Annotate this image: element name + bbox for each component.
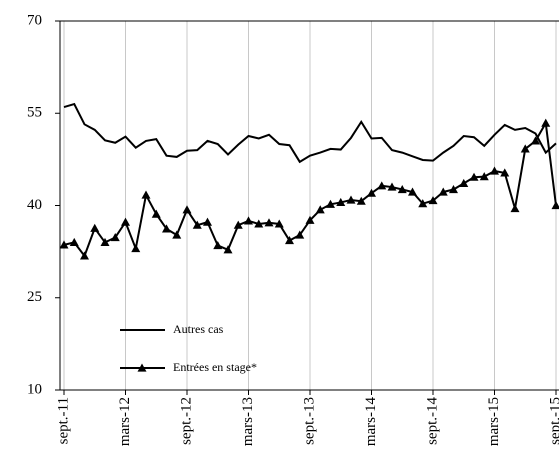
marker (172, 230, 182, 239)
marker (438, 187, 448, 196)
x-tick-label: mars-13 (240, 397, 256, 446)
marker (336, 197, 346, 207)
marker (541, 118, 551, 127)
marker (69, 237, 79, 246)
marker (479, 172, 489, 181)
legend-label: Entrées en stage* (173, 360, 257, 374)
legend-marker (137, 363, 147, 372)
marker (531, 136, 540, 145)
marker (397, 185, 407, 194)
marker (356, 196, 366, 205)
marker (346, 195, 356, 204)
x-tick-label: sept.-14 (424, 397, 440, 445)
marker (131, 244, 141, 253)
marker (182, 205, 192, 214)
x-tick-label: sept.-13 (301, 397, 317, 445)
marker (408, 187, 417, 196)
marker (80, 251, 89, 260)
marker (428, 196, 438, 205)
marker (377, 181, 387, 190)
marker (326, 199, 335, 208)
marker (121, 217, 130, 226)
x-tick-label: mars-12 (117, 397, 133, 446)
marker (203, 217, 212, 226)
marker (213, 240, 223, 250)
x-tick-label: mars-14 (363, 397, 379, 447)
marker (305, 215, 315, 224)
marker (459, 178, 469, 187)
marker (100, 237, 110, 246)
marker (141, 190, 151, 199)
y-tick-label: 70 (27, 12, 42, 28)
series-line (63, 102, 557, 164)
marker (418, 199, 428, 208)
marker (192, 220, 202, 229)
marker (59, 240, 69, 249)
marker (285, 236, 294, 245)
marker (315, 205, 325, 214)
y-tick-label: 10 (27, 381, 42, 397)
marker (223, 245, 233, 254)
x-tick-label: sept.-15 (547, 397, 559, 445)
y-tick-label: 40 (27, 197, 42, 213)
x-tick-label: mars-15 (486, 397, 502, 446)
marker (551, 201, 559, 210)
marker (244, 216, 253, 225)
marker (162, 224, 171, 233)
marker (151, 209, 161, 218)
marker (233, 220, 243, 229)
y-tick-label: 25 (27, 289, 42, 305)
y-tick-label: 55 (27, 105, 42, 121)
marker (367, 188, 376, 197)
x-tick-label: sept.-11 (55, 397, 71, 444)
legend-label: Autres cas (173, 322, 224, 336)
marker (387, 182, 397, 191)
marker (274, 219, 284, 228)
marker (264, 218, 274, 227)
marker (254, 219, 264, 228)
marker (110, 232, 120, 242)
marker (490, 166, 499, 175)
marker (295, 230, 305, 239)
marker (520, 144, 530, 153)
x-tick-label: sept.-12 (178, 397, 194, 445)
marker (90, 223, 100, 232)
marker (510, 204, 520, 213)
marker (500, 168, 510, 177)
marker (469, 172, 479, 181)
marker (449, 185, 458, 194)
